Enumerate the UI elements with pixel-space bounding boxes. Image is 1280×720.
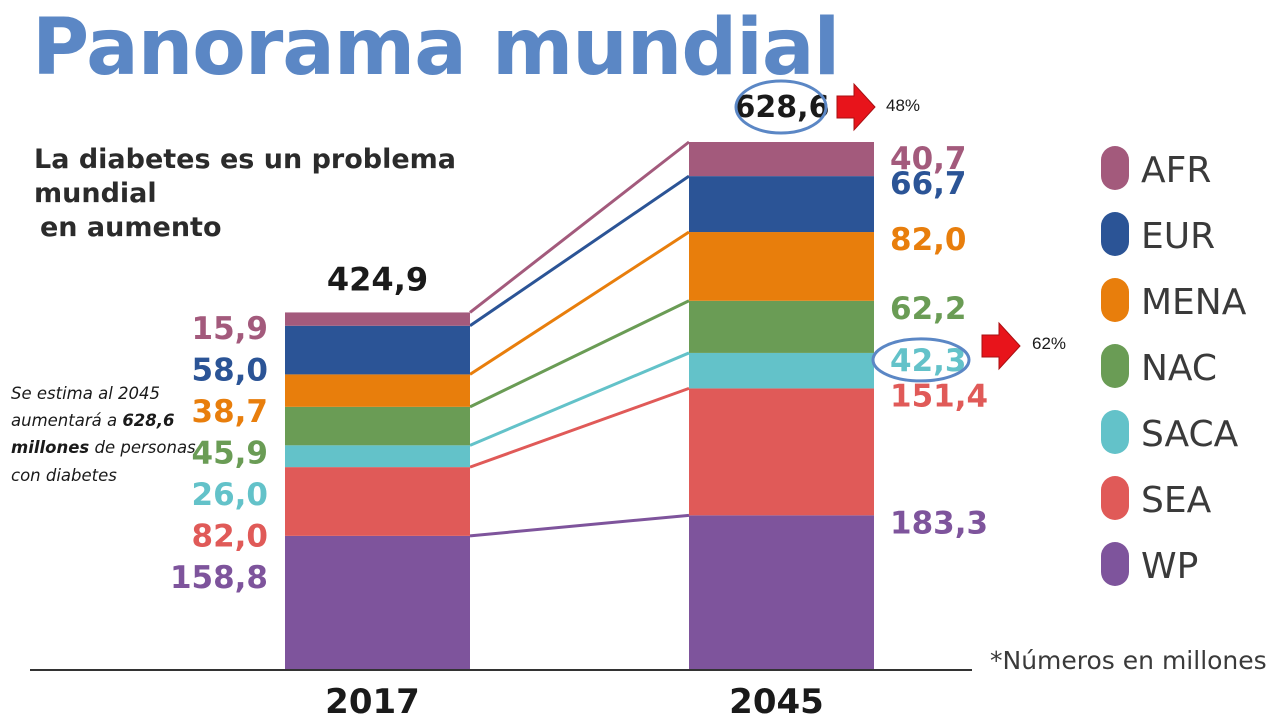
value-label-2045-sea: 151,4: [890, 378, 988, 414]
note-bold-unit: millones: [11, 438, 90, 458]
bar-saca-2045: [689, 352, 874, 389]
legend-label-eur: EUR: [1141, 216, 1215, 257]
legend-swatch-wp: [1101, 542, 1129, 586]
red-arrow-icon: [981, 321, 1021, 371]
value-label-2045-mena: 82,0: [890, 222, 967, 258]
bar-eur-2045: [689, 176, 874, 233]
legend-swatch-eur: [1101, 212, 1129, 256]
bar-wp-2017: [285, 535, 470, 669]
value-label-2017-saca: 26,0: [192, 477, 269, 513]
x-tick-label-2045: 2045: [729, 682, 824, 720]
legend-swatch-nac: [1101, 344, 1129, 388]
x-axis: 2017 2045: [30, 669, 972, 720]
connector-sea: [469, 386, 690, 469]
bar-afr-2017: [285, 312, 470, 326]
callout-marks: [734, 79, 1021, 383]
value-label-2017-afr: 15,9: [192, 311, 269, 347]
bar-afr-2045: [689, 142, 874, 177]
connector-wp: [469, 513, 690, 538]
legend-label-saca: SACA: [1141, 414, 1239, 455]
legend: AFR EUR MENA NAC SACA SEA WP: [1101, 146, 1247, 587]
value-label-2045-eur: 66,7: [890, 166, 967, 202]
connector-lines: [469, 140, 690, 538]
bar-nac-2045: [689, 300, 874, 353]
page-title: Panorama mundial: [32, 3, 840, 93]
bar-sea-2045: [689, 388, 874, 516]
highlight-circle-saca-2045: [871, 337, 971, 383]
note-part-2: de personas con diabetes: [11, 438, 196, 485]
value-label-2045-nac: 62,2: [890, 291, 967, 327]
red-arrow-icon: [836, 82, 876, 132]
total-change-percent: 48%: [886, 96, 921, 115]
connector-afr: [469, 140, 690, 314]
legend-swatch-afr: [1101, 146, 1129, 190]
legend-label-nac: NAC: [1141, 348, 1217, 389]
total-label-2017: 424,9: [327, 260, 428, 298]
connector-nac: [469, 299, 690, 409]
legend-swatch-mena: [1101, 278, 1129, 322]
legend-label-mena: MENA: [1141, 282, 1247, 323]
legend-label-afr: AFR: [1141, 150, 1211, 191]
bar-nac-2017: [285, 406, 470, 446]
value-label-2017-nac: 45,9: [192, 436, 269, 472]
value-label-2017-sea: 82,0: [192, 519, 269, 555]
subtitle-line-2: en aumento: [40, 211, 222, 243]
connector-mena: [469, 230, 690, 376]
bar-mena-2045: [689, 232, 874, 301]
value-label-2045-saca: 42,3: [890, 343, 967, 379]
legend-label-wp: WP: [1141, 546, 1198, 587]
bar-mena-2017: [285, 374, 470, 407]
legend-swatch-saca: [1101, 410, 1129, 454]
connector-saca: [469, 351, 690, 447]
bar-eur-2017: [285, 325, 470, 375]
units-footnote: *Números en millones: [990, 646, 1267, 675]
value-label-2017-wp: 158,8: [170, 560, 268, 596]
projection-note: Se estima al 2045 aumentará a 628,6 mill…: [11, 380, 211, 489]
value-label-2045-afr: 40,7: [890, 141, 967, 177]
bar-sea-2017: [285, 467, 470, 536]
total-labels: 424,9 628,6: [327, 90, 830, 298]
bar-wp-2045: [689, 515, 874, 669]
highlight-circle-total-2045: [734, 79, 828, 135]
subtitle-line-1: La diabetes es un problema mundial: [34, 144, 457, 209]
value-labels: 15,9 58,0 38,7 45,9 26,0 82,0 158,8 40,766,7 82,…: [170, 141, 988, 596]
saca-change-percent: 62%: [1032, 334, 1067, 353]
legend-label-sea: SEA: [1141, 480, 1212, 521]
x-tick-label-2017: 2017: [325, 682, 420, 720]
note-bold-value: 628,6: [122, 411, 175, 431]
chart-subtitle: La diabetes es un problema mundial en au…: [34, 143, 554, 244]
legend-swatch-sea: [1101, 476, 1129, 520]
total-label-2045: 628,6: [735, 90, 830, 125]
connector-eur: [469, 174, 690, 328]
value-label-2017-mena: 38,7: [192, 394, 269, 430]
value-label-2045-wp: 183,3: [890, 505, 988, 541]
bar-segments: [285, 142, 874, 669]
note-part-1: Se estima al 2045 aumentará a: [11, 384, 161, 431]
bar-saca-2017: [285, 445, 470, 468]
value-label-2017-eur: 58,0: [192, 353, 269, 389]
